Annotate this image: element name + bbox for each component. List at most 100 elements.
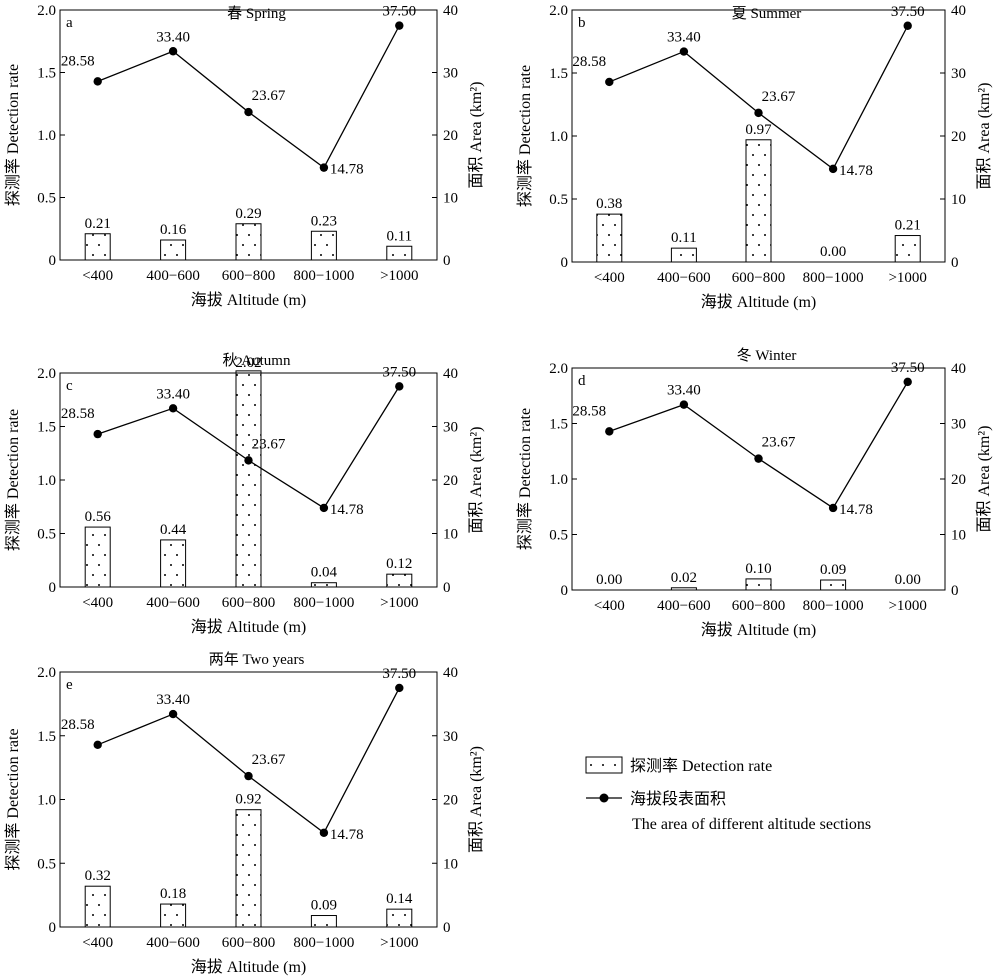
chart-panel-c: 2.0 1.5 1.0 0.5 0 40 30 20 10 0 <400 400−600 600−800… — [4, 352, 485, 636]
detection-value-label: 0.44 — [160, 522, 187, 538]
area-value-label: 33.40 — [156, 692, 190, 708]
detection-value-label: 0.97 — [745, 122, 772, 138]
right-tick-label: 20 — [443, 473, 458, 489]
chart-title: 春 Spring — [227, 5, 286, 22]
legend-line-label-1: 海拔段表面积 — [630, 790, 726, 808]
chart-title: 夏 Summer — [732, 6, 802, 22]
area-point — [244, 771, 253, 781]
x-tick-label: >1000 — [888, 598, 926, 614]
legend-bar-swatch — [585, 756, 623, 774]
area-value-label: 37.50 — [382, 364, 416, 380]
x-tick-label: 400−600 — [146, 935, 199, 951]
x-tick-label: <400 — [594, 270, 625, 286]
x-tick-label: 600−800 — [222, 595, 275, 611]
panel-letter: b — [578, 15, 586, 31]
x-tick-label: 600−800 — [222, 268, 275, 284]
x-tick-label: <400 — [594, 598, 625, 614]
right-y-axis-label: 面积 Area (km²) — [467, 82, 485, 189]
legend: 探测率 Detection rate 海拔段表面积 The area of di… — [585, 756, 871, 833]
x-axis-label: 海拔 Altitude (m) — [701, 293, 817, 311]
area-value-label: 23.67 — [252, 436, 286, 452]
left-y-axis-label: 探测率 Detection rate — [4, 728, 22, 870]
detection-value-label: 0.12 — [386, 556, 412, 572]
panel-letter: a — [66, 15, 73, 31]
right-y-axis-label: 面积 Area (km²) — [975, 83, 993, 190]
x-axis-label: 海拔 Altitude (m) — [191, 958, 307, 976]
area-line — [97, 25, 400, 169]
legend-line-label-2: The area of different altitude sections — [632, 816, 871, 833]
detection-value-label: 0.21 — [85, 216, 111, 232]
detection-bar — [160, 239, 187, 261]
area-point — [319, 163, 329, 172]
right-tick-label: 40 — [951, 361, 966, 377]
x-tick-label: >1000 — [888, 270, 926, 286]
detection-value-label: 0.00 — [820, 244, 846, 260]
detection-bar — [84, 526, 111, 588]
left-tick-label: 1.0 — [549, 129, 568, 145]
left-tick-label: 1.5 — [549, 66, 568, 82]
area-point — [828, 164, 838, 174]
detection-bar — [745, 578, 772, 591]
detection-bar — [160, 539, 187, 588]
panel-letter: e — [66, 677, 73, 693]
left-tick-label: 0 — [49, 253, 57, 269]
area-point — [828, 503, 838, 513]
x-tick-label: >1000 — [380, 595, 418, 611]
area-point — [93, 740, 102, 750]
area-value-label: 37.50 — [382, 666, 416, 682]
area-point — [754, 454, 763, 463]
left-tick-label: 1.5 — [37, 729, 56, 745]
detection-value-label: 0.00 — [895, 572, 921, 588]
area-point — [679, 47, 689, 56]
area-point — [319, 828, 329, 837]
detection-bar — [84, 233, 111, 261]
left-y-axis-label: 探测率 Detection rate — [516, 65, 534, 207]
detection-value-label: 0.10 — [745, 561, 771, 577]
left-tick-label: 0.5 — [37, 527, 56, 543]
detection-value-label: 0.00 — [596, 572, 622, 588]
detection-bar — [235, 809, 262, 928]
detection-bar — [670, 247, 697, 263]
detection-bar — [894, 235, 921, 263]
detection-value-label: 0.02 — [671, 570, 697, 586]
right-tick-label: 40 — [443, 665, 458, 681]
right-tick-label: 0 — [443, 580, 451, 596]
right-tick-label: 40 — [951, 3, 966, 19]
detection-bar — [310, 915, 337, 928]
area-point — [168, 709, 178, 719]
x-tick-label: 400−600 — [657, 270, 710, 286]
x-axis-label: 海拔 Altitude (m) — [191, 618, 307, 636]
x-tick-label: 800−1000 — [293, 935, 354, 951]
left-tick-label: 0 — [561, 583, 569, 599]
x-tick-label: <400 — [82, 595, 113, 611]
right-tick-label: 10 — [443, 191, 458, 207]
detection-value-label: 0.04 — [311, 565, 338, 581]
right-tick-label: 30 — [951, 66, 966, 82]
area-value-label: 28.58 — [61, 53, 95, 69]
x-tick-label: 400−600 — [146, 595, 199, 611]
area-point — [754, 108, 763, 118]
left-tick-label: 1.5 — [37, 420, 56, 436]
detection-value-label: 0.18 — [160, 886, 186, 902]
right-tick-label: 40 — [443, 366, 458, 382]
left-tick-label: 0.5 — [37, 856, 56, 872]
area-point — [93, 429, 102, 439]
detection-bar — [310, 582, 337, 588]
right-tick-label: 10 — [951, 192, 966, 208]
area-point — [244, 456, 253, 465]
detection-value-label: 0.21 — [895, 218, 921, 234]
area-point — [244, 107, 253, 117]
area-value-label: 23.67 — [762, 435, 796, 451]
left-y-axis-label: 探测率 Detection rate — [516, 408, 534, 550]
area-point — [168, 404, 178, 413]
right-tick-label: 30 — [443, 66, 458, 82]
detection-value-label: 0.29 — [235, 206, 261, 222]
detection-value-label: 0.11 — [671, 230, 697, 246]
x-tick-label: 600−800 — [222, 935, 275, 951]
left-tick-label: 0 — [49, 580, 57, 596]
left-y-axis-label: 探测率 Detection rate — [4, 409, 22, 551]
area-line — [609, 381, 909, 509]
x-axis-label: 海拔 Altitude (m) — [701, 621, 817, 639]
right-tick-label: 0 — [951, 583, 959, 599]
left-tick-label: 2.0 — [549, 361, 568, 377]
